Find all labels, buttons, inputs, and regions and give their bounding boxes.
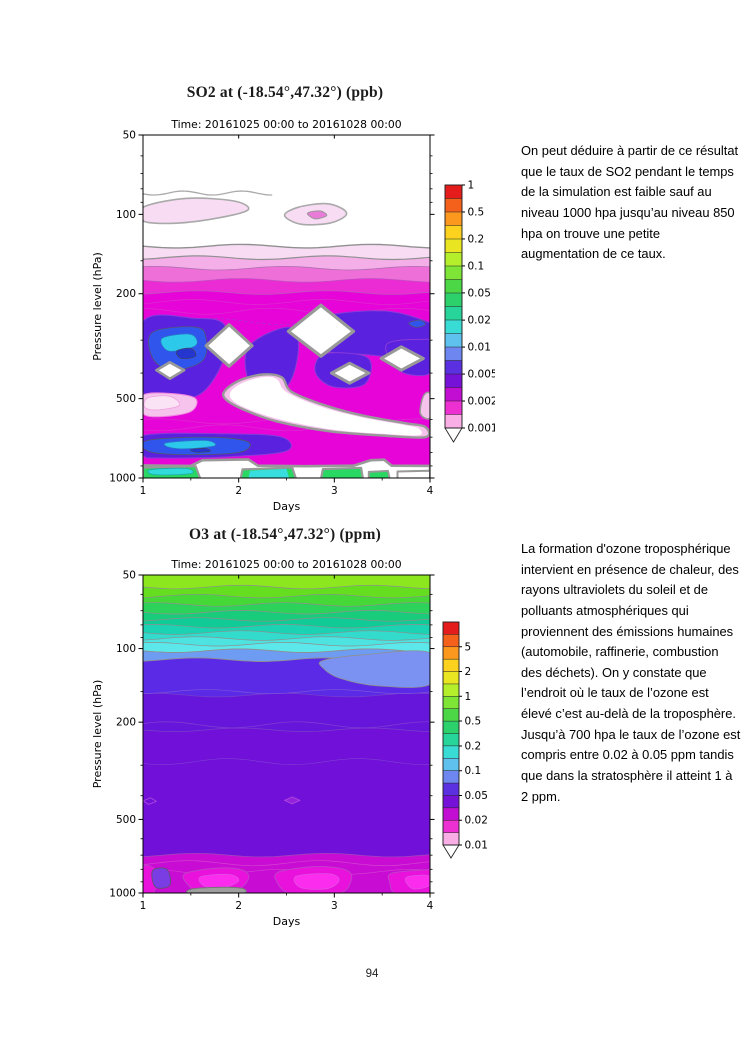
svg-text:200: 200 bbox=[116, 717, 136, 729]
figure1-title: SO2 at (-18.54°,47.32°) (ppb) bbox=[186, 84, 384, 101]
svg-text:0.5: 0.5 bbox=[468, 206, 485, 218]
svg-text:0.02: 0.02 bbox=[468, 315, 491, 327]
svg-text:Time: 20161025 00:00 to 201610: Time: 20161025 00:00 to 20161028 00:00 bbox=[170, 558, 401, 571]
svg-text:0.5: 0.5 bbox=[465, 716, 482, 728]
svg-text:2: 2 bbox=[235, 900, 242, 912]
svg-text:Days: Days bbox=[273, 915, 301, 928]
svg-text:100: 100 bbox=[116, 643, 136, 655]
svg-text:Days: Days bbox=[273, 500, 301, 513]
svg-text:3: 3 bbox=[331, 485, 338, 497]
svg-text:0.2: 0.2 bbox=[468, 233, 485, 245]
svg-text:0.02: 0.02 bbox=[465, 815, 488, 827]
svg-text:Pressure level (hPa): Pressure level (hPa) bbox=[91, 680, 104, 789]
svg-text:1: 1 bbox=[140, 900, 147, 912]
svg-text:3: 3 bbox=[331, 900, 338, 912]
svg-text:Pressure level (hPa): Pressure level (hPa) bbox=[91, 252, 104, 361]
svg-text:1: 1 bbox=[465, 691, 472, 703]
svg-text:0.01: 0.01 bbox=[468, 342, 491, 354]
o3-contour-chart: 1 2 3 4 50 100 200 500 1000 Time: 20161025 00:00 … bbox=[91, 558, 488, 928]
svg-text:100: 100 bbox=[116, 209, 136, 221]
figure2-title: O3 at (-18.54°,47.32°) (ppm) bbox=[189, 526, 381, 543]
svg-text:0.05: 0.05 bbox=[468, 287, 491, 299]
svg-text:Time: 20161025 00:00 to 201610: Time: 20161025 00:00 to 20161028 00:00 bbox=[170, 118, 401, 131]
svg-text:50: 50 bbox=[123, 570, 136, 582]
note-so2: On peut déduire à partir de ce résultat … bbox=[521, 143, 739, 262]
svg-text:0.002: 0.002 bbox=[468, 396, 496, 408]
so2-contour-chart: 1 2 3 4 50 100 200 500 1000 Time: 20161025 00:00 … bbox=[91, 118, 496, 513]
svg-text:0.1: 0.1 bbox=[468, 260, 485, 272]
svg-text:1000: 1000 bbox=[109, 888, 136, 900]
svg-text:0.05: 0.05 bbox=[465, 790, 488, 802]
svg-text:200: 200 bbox=[116, 288, 136, 300]
svg-text:4: 4 bbox=[427, 485, 434, 497]
svg-text:5: 5 bbox=[465, 641, 472, 653]
svg-text:1: 1 bbox=[140, 485, 147, 497]
note-o3: La formation d'ozone troposphérique inte… bbox=[521, 541, 741, 804]
svg-text:0.1: 0.1 bbox=[465, 765, 482, 777]
svg-text:1000: 1000 bbox=[109, 473, 136, 485]
svg-text:50: 50 bbox=[123, 130, 136, 142]
svg-text:2: 2 bbox=[235, 485, 242, 497]
svg-text:500: 500 bbox=[116, 814, 136, 826]
svg-text:500: 500 bbox=[116, 393, 136, 405]
svg-text:0.2: 0.2 bbox=[465, 740, 482, 752]
svg-text:0.01: 0.01 bbox=[465, 840, 488, 852]
page-number: 94 bbox=[365, 968, 379, 980]
svg-text:2: 2 bbox=[465, 666, 472, 678]
svg-text:0.001: 0.001 bbox=[468, 423, 496, 435]
svg-text:1: 1 bbox=[468, 180, 475, 192]
svg-text:0.005: 0.005 bbox=[468, 369, 496, 381]
svg-text:4: 4 bbox=[427, 900, 434, 912]
